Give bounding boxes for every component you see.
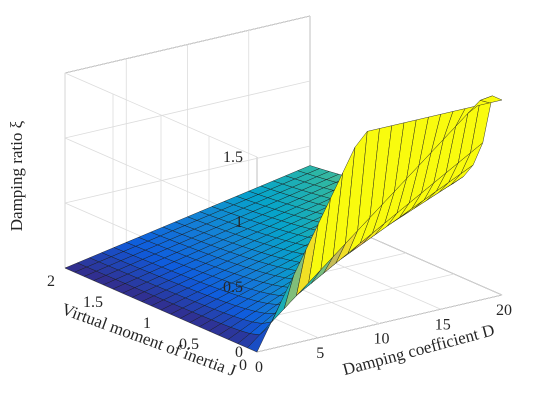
surface-mesh <box>64 95 503 353</box>
y-tick-label: 1 <box>143 315 151 332</box>
x-tick-label: 5 <box>316 345 324 362</box>
y-tick-label: 1.5 <box>83 294 103 311</box>
grid-line <box>64 145 311 204</box>
surface-cell <box>479 95 503 104</box>
x-axis-label: Damping coefficient D <box>341 320 497 379</box>
grid-line <box>64 15 311 74</box>
z-tick-label: 1.5 <box>223 149 243 166</box>
grid-line <box>64 72 258 158</box>
grid-line <box>64 80 311 139</box>
x-tick-label: 10 <box>374 331 390 348</box>
z-axis-label: Damping ratio ξ <box>7 120 26 231</box>
y-tick-label: 0.5 <box>179 336 199 353</box>
z-tick-label: 0.5 <box>223 279 243 296</box>
x-tick-label: 15 <box>435 316 451 333</box>
x-tick-label: 0 <box>255 359 263 376</box>
y-tick-label: 0 <box>239 357 247 374</box>
grid-line <box>256 294 503 353</box>
z-tick-label: 0 <box>235 344 243 361</box>
z-tick-label: 1 <box>235 214 243 231</box>
y-tick-label: 2 <box>47 273 55 290</box>
x-tick-label: 20 <box>496 302 512 319</box>
